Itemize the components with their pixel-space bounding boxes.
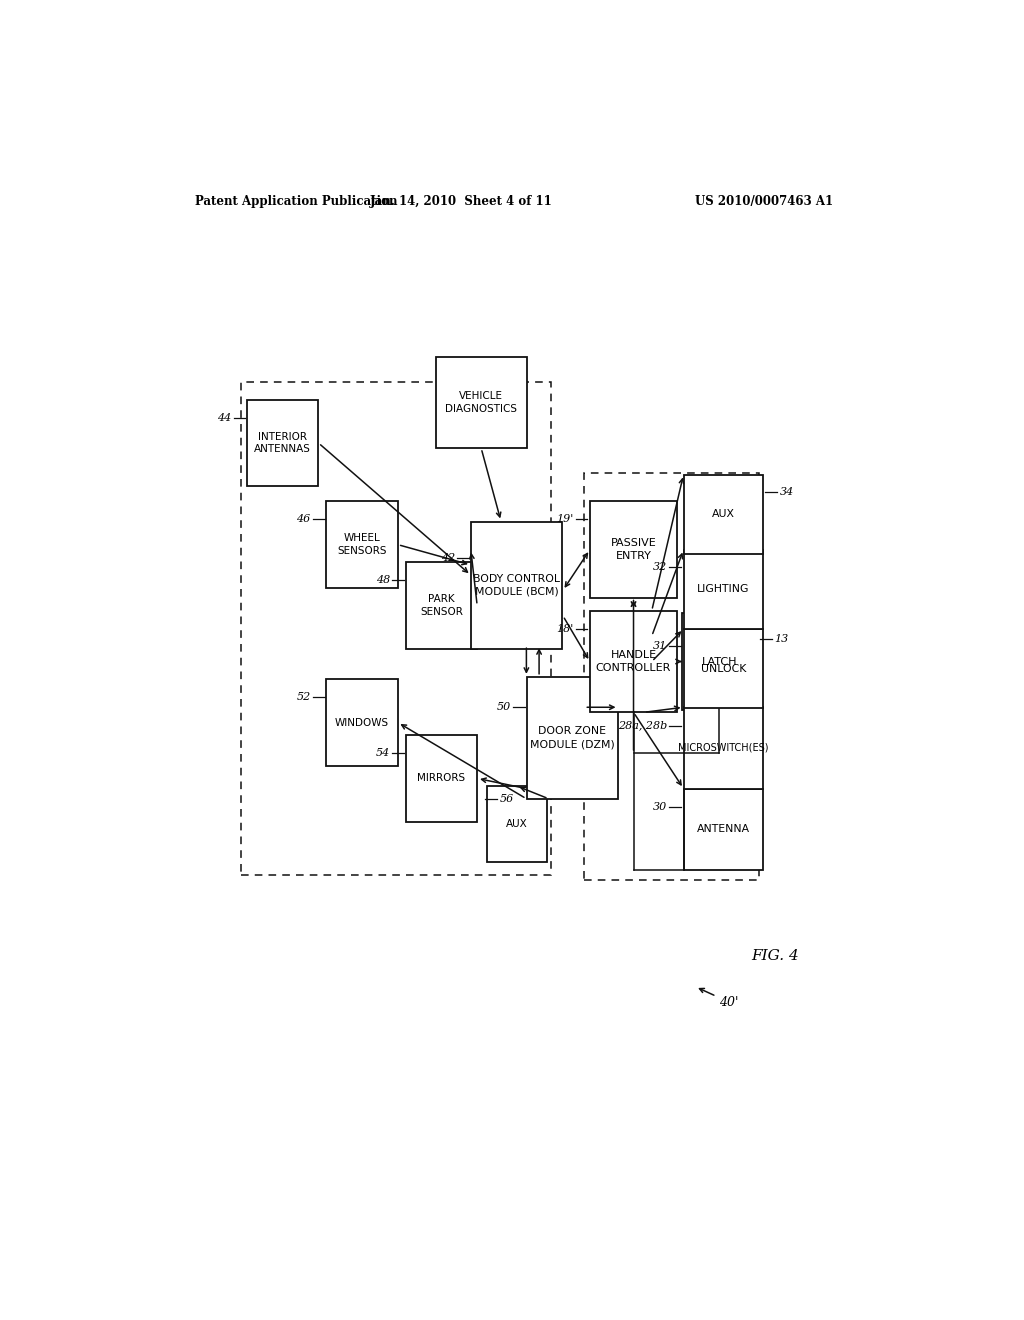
Text: 48: 48 [376, 576, 390, 585]
Text: 50: 50 [497, 702, 511, 713]
Text: AUX: AUX [506, 820, 527, 829]
Text: MICROSWITCH(ES): MICROSWITCH(ES) [678, 743, 768, 752]
Text: DOOR ZONE
MODULE (DZM): DOOR ZONE MODULE (DZM) [530, 726, 614, 750]
Text: 19': 19' [556, 515, 573, 524]
Bar [684, 630, 763, 709]
Text: 34: 34 [779, 487, 794, 496]
Bar [435, 356, 526, 447]
Text: 30: 30 [652, 801, 667, 812]
Text: INTERIOR
ANTENNAS: INTERIOR ANTENNAS [254, 432, 311, 454]
Text: 44: 44 [217, 413, 231, 422]
Text: WINDOWS: WINDOWS [335, 718, 389, 727]
Bar [590, 502, 677, 598]
Bar [684, 549, 763, 630]
Bar [406, 562, 477, 649]
Text: 18': 18' [556, 624, 573, 634]
Bar [585, 474, 759, 880]
Bar [684, 708, 763, 788]
Bar [684, 474, 763, 554]
Text: LIGHTING: LIGHTING [697, 585, 750, 594]
Text: 32: 32 [652, 562, 667, 572]
Text: Jan. 14, 2010  Sheet 4 of 11: Jan. 14, 2010 Sheet 4 of 11 [370, 194, 553, 207]
Text: US 2010/0007463 A1: US 2010/0007463 A1 [695, 194, 834, 207]
Text: LATCH: LATCH [701, 656, 737, 667]
Text: 46: 46 [296, 515, 310, 524]
Bar [327, 680, 397, 766]
Bar [682, 614, 757, 710]
Bar [247, 400, 318, 486]
Text: 56: 56 [500, 793, 514, 804]
Bar [590, 611, 677, 713]
Bar [471, 521, 562, 649]
Text: ANTENNA: ANTENNA [696, 824, 750, 834]
Text: 42: 42 [440, 553, 455, 562]
Text: VEHICLE
DIAGNOSTICS: VEHICLE DIAGNOSTICS [445, 391, 517, 413]
Bar [526, 677, 618, 799]
Text: HANDLE
CONTROLLER: HANDLE CONTROLLER [596, 651, 671, 673]
Text: PASSIVE
ENTRY: PASSIVE ENTRY [610, 539, 656, 561]
Text: PARK
SENSOR: PARK SENSOR [420, 594, 463, 616]
Bar [487, 785, 547, 862]
Text: FIG. 4: FIG. 4 [751, 949, 799, 964]
Text: WHEEL
SENSORS: WHEEL SENSORS [337, 533, 387, 556]
Text: Patent Application Publication: Patent Application Publication [196, 194, 398, 207]
Text: 52: 52 [296, 692, 310, 702]
Bar [684, 788, 763, 870]
Text: 31: 31 [652, 642, 667, 651]
Bar [242, 381, 551, 875]
Bar [406, 735, 477, 821]
Text: 28a, 28b: 28a, 28b [617, 721, 667, 730]
Text: BODY CONTROL
MODULE (BCM): BODY CONTROL MODULE (BCM) [473, 574, 560, 597]
Text: MIRRORS: MIRRORS [418, 774, 466, 783]
Text: 13: 13 [774, 634, 788, 644]
Text: 54: 54 [376, 748, 390, 758]
Text: AUX: AUX [712, 510, 734, 519]
Text: 40': 40' [699, 989, 738, 1008]
Text: UNLOCK: UNLOCK [700, 664, 745, 673]
Bar [327, 502, 397, 587]
